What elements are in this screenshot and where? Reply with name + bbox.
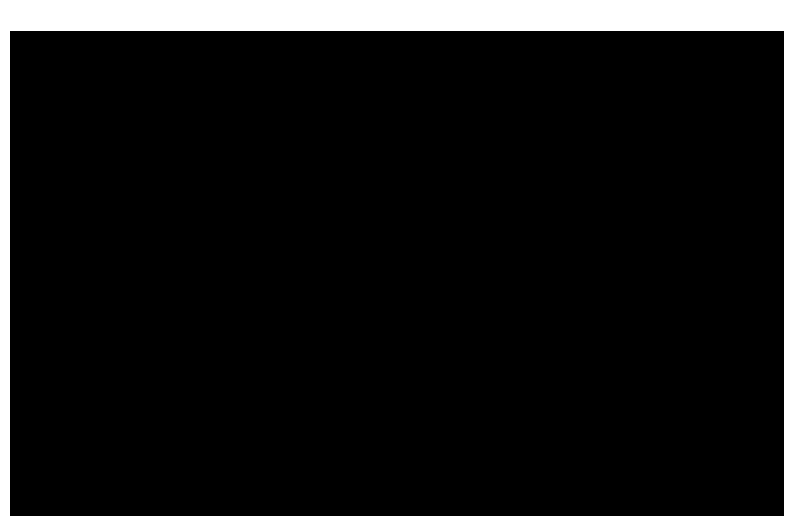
word-cloud bbox=[10, 31, 784, 516]
